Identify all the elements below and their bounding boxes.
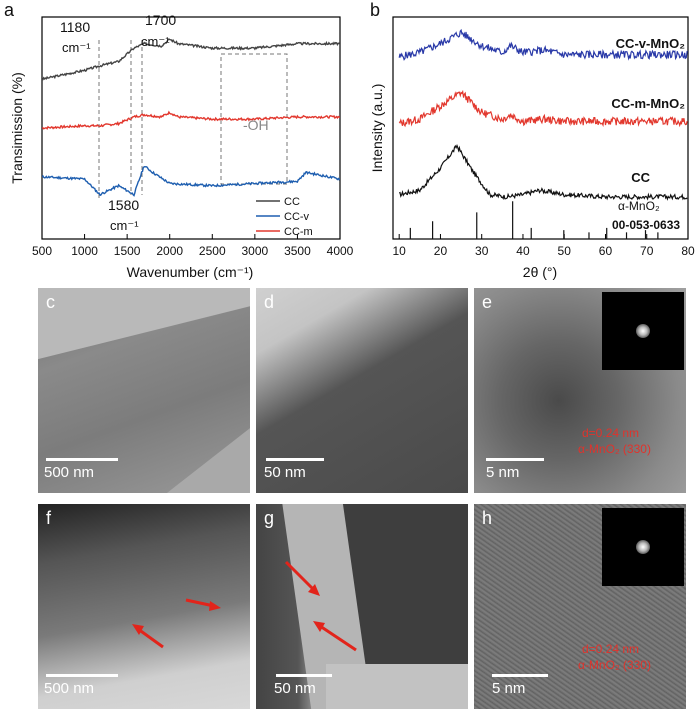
series-cc-m-mno2-line	[398, 89, 688, 128]
label-cc-m-mno2: CC-m-MnO₂	[611, 96, 685, 111]
ftir-legend: CC CC-v CC-m	[256, 196, 313, 238]
arrow-f-2	[185, 598, 215, 608]
xrd-y-axis-label: Intensity (a.u.)	[369, 84, 385, 173]
reference-peaks	[409, 201, 659, 239]
arrows-f	[132, 598, 221, 649]
ftir-x-tick-labels: 500 1000 1500 2000 2500 3000 3500 4000	[32, 244, 354, 258]
ftir-tick-label: 4000	[327, 244, 354, 258]
series-cc-xrd-line	[398, 144, 688, 201]
panel-f-label: f	[46, 508, 52, 528]
fft-inset-e	[602, 292, 684, 370]
xrd-tick-label: 30	[475, 244, 489, 258]
tem-panel-h: h d=0.24 nm α-MnO₂ (330) 5 nm	[474, 504, 686, 709]
tem-panel-e: e d=0.24 nm α-MnO₂ (330) 5 nm	[474, 288, 686, 493]
ann-1580: 1580	[108, 197, 139, 213]
phase-label-h: α-MnO₂ (330)	[578, 658, 651, 672]
scale-label-d: 50 nm	[264, 464, 306, 481]
ftir-x-axis-label: Wavenumber (cm⁻¹)	[127, 264, 254, 280]
xrd-chart: 10 20 30 40 50 60 70 80 CC-v-MnO₂ CC-m-MnO₂ CC …	[369, 16, 695, 280]
xrd-tick-label: 10	[393, 244, 407, 258]
panel-g-label: g	[264, 508, 275, 528]
panel-e-label: e	[482, 292, 493, 312]
ftir-tick-label: 2500	[199, 244, 226, 258]
xrd-tick-label: 70	[640, 244, 654, 258]
tem-panel-d: d 50 nm	[256, 288, 468, 493]
arrow-g-1	[284, 560, 316, 592]
legend-cc-label: CC	[284, 196, 300, 208]
ann-1700-unit: cm⁻¹	[141, 34, 170, 49]
ftir-tick-label: 3500	[284, 244, 311, 258]
label-cc-v-mno2: CC-v-MnO₂	[616, 36, 686, 51]
ann-oh: -OH	[243, 117, 269, 133]
scale-label-e: 5 nm	[486, 464, 520, 481]
scale-label-g: 50 nm	[274, 680, 316, 697]
legend-cc-m-label: CC-m	[284, 226, 313, 238]
tem-panel-g: g 50 nm	[256, 504, 468, 709]
scale-bar-d	[266, 458, 324, 461]
phase-label-e: α-MnO₂ (330)	[578, 442, 651, 456]
panel-b-label: b	[370, 0, 381, 20]
tem-panel-f: f 500 nm	[38, 504, 250, 709]
tem-panel-c: c 500 nm	[38, 288, 250, 493]
panel-h-label: h	[482, 508, 493, 528]
xrd-tick-label: 80	[681, 244, 695, 258]
series-cc-m-line	[42, 110, 340, 130]
arrows-g	[284, 560, 357, 652]
ftir-tick-label: 500	[32, 244, 52, 258]
ftir-tick-label: 2000	[156, 244, 183, 258]
xrd-tick-label: 40	[516, 244, 530, 258]
fft-inset-h	[602, 508, 684, 586]
ftir-x-ticks	[41, 234, 341, 239]
d-spacing-h: d=0.24 nm	[582, 642, 640, 656]
scale-bar-c	[46, 458, 118, 461]
xrd-x-ticks	[398, 234, 689, 239]
arrow-f-1	[137, 627, 164, 649]
ftir-tick-label: 1000	[71, 244, 98, 258]
scale-bar-g	[276, 674, 332, 677]
series-cc-v-line	[42, 165, 340, 197]
series-cc-v-mno2-line	[398, 28, 688, 61]
ftir-tick-label: 3000	[242, 244, 269, 258]
panel-a-label: a	[4, 0, 15, 20]
label-cc-xrd: CC	[631, 170, 650, 185]
ann-1700: 1700	[145, 12, 176, 28]
ftir-y-axis-label: Transimission (%)	[9, 72, 25, 184]
ann-1180: 1180	[60, 19, 90, 35]
ref-card-number: 00-053-0633	[612, 218, 680, 232]
xrd-tick-label: 20	[434, 244, 448, 258]
ref-phase-name: α-MnO₂	[618, 199, 660, 213]
scale-label-c: 500 nm	[44, 464, 95, 481]
ftir-tick-label: 1500	[114, 244, 141, 258]
scale-label-h: 5 nm	[492, 680, 526, 697]
legend-cc-v-label: CC-v	[284, 211, 310, 223]
xrd-x-tick-labels: 10 20 30 40 50 60 70 80	[393, 244, 695, 258]
scale-bar-e	[486, 458, 544, 461]
xrd-plot-frame	[392, 16, 689, 240]
series-cc-line	[42, 38, 340, 81]
scale-bar-f	[46, 674, 118, 677]
xrd-tick-label: 50	[558, 244, 572, 258]
arrow-g-2	[319, 624, 357, 652]
ann-1580-unit: cm⁻¹	[110, 218, 139, 233]
tem-c-bg-top	[38, 288, 250, 364]
d-spacing-e: d=0.24 nm	[582, 426, 640, 440]
panel-c-label: c	[46, 292, 55, 312]
ftir-chart: 500 1000 1500 2000 2500 3000 3500 4000 1180 cm⁻…	[9, 12, 354, 280]
scale-bar-h	[492, 674, 548, 677]
xrd-tick-label: 60	[599, 244, 613, 258]
xrd-x-axis-label: 2θ (°)	[523, 264, 557, 280]
scale-label-f: 500 nm	[44, 680, 95, 697]
ann-1180-unit: cm⁻¹	[62, 40, 91, 55]
tem-g-bottom	[326, 664, 468, 709]
panel-d-label: d	[264, 292, 275, 312]
tem-c-bg-bottom	[142, 389, 250, 493]
